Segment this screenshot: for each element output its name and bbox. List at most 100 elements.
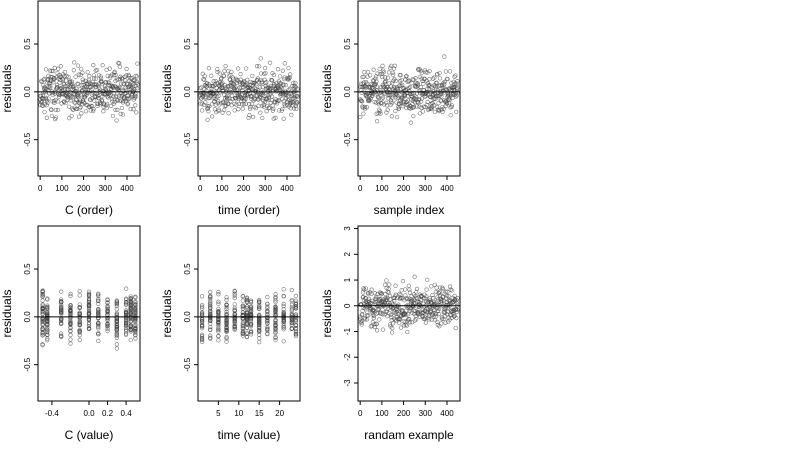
data-point: [288, 72, 293, 77]
data-point: [199, 336, 205, 342]
data-point: [453, 94, 458, 99]
data-point: [454, 300, 459, 306]
data-point: [223, 63, 228, 69]
data-point: [455, 90, 460, 95]
data-point: [412, 318, 418, 323]
data-point: [208, 296, 213, 302]
data-point: [135, 86, 140, 91]
data-point: [78, 98, 83, 103]
data-point: [112, 83, 118, 89]
data-point: [245, 77, 250, 82]
data-point: [224, 329, 229, 334]
data-point: [266, 106, 271, 111]
data-point: [244, 299, 250, 304]
data-point: [269, 94, 275, 99]
data-point: [249, 101, 254, 106]
data-point: [46, 96, 51, 101]
data-point: [258, 56, 263, 61]
data-point: [390, 326, 395, 331]
data-point: [215, 81, 221, 86]
data-point: [240, 325, 246, 331]
data-point: [216, 321, 221, 326]
data-point: [77, 305, 82, 310]
x-axis-title: sample index: [374, 203, 445, 217]
data-point: [366, 96, 372, 102]
data-point: [293, 298, 299, 303]
data-point: [407, 320, 413, 325]
data-point: [442, 54, 447, 59]
points-group: [40, 286, 138, 351]
data-point: [265, 301, 270, 307]
data-point: [124, 73, 129, 78]
data-point: [128, 294, 133, 299]
data-point: [68, 98, 73, 103]
data-point: [114, 302, 119, 307]
data-point: [257, 319, 262, 325]
data-point: [63, 100, 68, 106]
data-point: [46, 73, 51, 79]
data-point: [58, 297, 64, 302]
data-point: [281, 327, 286, 332]
x-tick-label: 0.2: [102, 409, 114, 418]
data-point: [102, 102, 107, 107]
data-point: [247, 106, 253, 112]
data-point: [421, 81, 426, 86]
data-point: [222, 107, 227, 113]
data-point: [289, 112, 294, 118]
data-point: [258, 110, 263, 115]
data-point: [267, 60, 273, 65]
data-point: [40, 311, 45, 317]
data-point: [378, 111, 383, 116]
data-point: [221, 73, 226, 78]
data-point: [265, 308, 270, 314]
data-point: [240, 323, 246, 328]
data-point: [134, 74, 140, 79]
y-tick-label: 0.0: [183, 86, 192, 98]
data-point: [199, 334, 205, 339]
data-point: [105, 310, 110, 315]
x-tick-label: 300: [419, 184, 433, 193]
data-point: [435, 302, 440, 307]
data-point: [224, 304, 229, 310]
data-point: [128, 299, 133, 305]
data-point: [400, 104, 406, 109]
data-point: [110, 99, 115, 104]
data-point: [257, 306, 262, 311]
data-point: [404, 102, 410, 108]
data-point: [199, 304, 205, 309]
data-point: [411, 301, 416, 306]
data-point: [453, 73, 458, 78]
data-point: [365, 69, 371, 75]
data-point: [40, 327, 45, 333]
data-point: [123, 327, 129, 332]
data-point: [105, 80, 111, 85]
data-point: [419, 298, 424, 303]
data-point: [387, 65, 393, 71]
data-point: [114, 335, 119, 340]
data-point: [209, 114, 215, 119]
data-point: [199, 311, 205, 316]
data-point: [437, 324, 442, 329]
data-point: [404, 73, 409, 79]
data-point: [77, 319, 82, 325]
data-point: [66, 104, 72, 109]
data-point: [215, 69, 220, 75]
data-point: [439, 107, 444, 112]
data-point: [239, 85, 244, 90]
data-point: [79, 82, 84, 88]
data-point: [248, 309, 254, 314]
data-point: [86, 303, 92, 309]
data-point: [452, 293, 457, 299]
data-point: [133, 328, 138, 334]
data-point: [57, 80, 62, 85]
data-point: [370, 312, 376, 318]
data-point: [44, 115, 50, 120]
data-point: [257, 298, 262, 303]
data-point: [413, 317, 419, 322]
data-point: [407, 317, 412, 322]
data-point: [260, 115, 265, 121]
data-point: [85, 69, 90, 75]
y-tick-label: 3: [343, 226, 352, 231]
y-tick-label: -0.5: [183, 357, 192, 371]
data-point: [244, 304, 250, 309]
